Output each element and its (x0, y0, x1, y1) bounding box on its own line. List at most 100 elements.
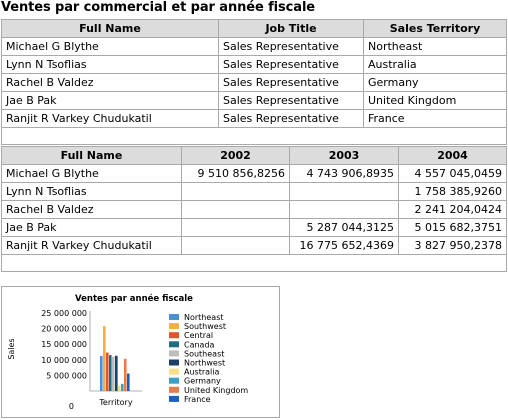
cell-2003: 16 775 652,4369 (289, 236, 399, 255)
table-footer-cell (1, 254, 507, 272)
chart-title: Ventes par année fiscale (75, 293, 193, 304)
cell-full-name: Michael G Blythe (1, 164, 182, 183)
legend-label: Central (184, 331, 213, 340)
table-row: Michael G Blythe 9 510 856,8256 4 743 90… (1, 164, 507, 183)
legend-label: United Kingdom (184, 386, 248, 395)
cell-full-name: Jae B Pak (1, 218, 182, 237)
cell-2004: 2 241 204,0424 (398, 200, 507, 219)
cell-job-title: Sales Representative (218, 55, 364, 74)
cell-2002 (181, 200, 290, 219)
table-row: Rachel B Valdez 2 241 204,0424 (1, 200, 507, 219)
cell-2004: 1 758 385,9260 (398, 182, 507, 201)
column-header-full-name: Full Name (1, 146, 182, 165)
column-header-2002: 2002 (181, 146, 290, 165)
legend-label: Northeast (184, 313, 224, 322)
cell-sales-territory: Germany (363, 73, 507, 92)
legend-label: Southwest (184, 322, 226, 331)
cell-sales-territory: Northeast (363, 37, 507, 56)
cell-job-title: Sales Representative (218, 73, 364, 92)
chart-tick-label: 0 (69, 402, 74, 411)
table-header-row: Full Name Job Title Sales Territory (1, 19, 507, 38)
cell-sales-territory: United Kingdom (363, 91, 507, 110)
table-footer-row (1, 127, 507, 145)
cell-full-name: Ranjit R Varkey Chudukatil (1, 109, 219, 128)
chart-bar (100, 356, 103, 391)
table-row: Jae B Pak Sales Representative United Ki… (1, 91, 507, 110)
chart-tick-label: 25 000 000 (41, 309, 87, 318)
table-footer-cell (1, 127, 507, 145)
cell-job-title: Sales Representative (218, 91, 364, 110)
legend-swatch (169, 314, 179, 320)
cell-2002 (181, 182, 290, 201)
cell-2003: 4 743 906,8935 (289, 164, 399, 183)
chart-y-axis: 0 5 000 000 10 000 000 15 000 000 20 000 000… (41, 309, 142, 411)
cell-full-name: Jae B Pak (1, 91, 219, 110)
column-header-2003: 2003 (289, 146, 399, 165)
legend-label: Germany (184, 377, 221, 386)
table-row: Ranjit R Varkey Chudukatil 16 775 652,43… (1, 236, 507, 255)
cell-2003 (289, 200, 399, 219)
legend-label: Canada (184, 340, 215, 349)
table-row: Rachel B Valdez Sales Representative Ger… (1, 73, 507, 92)
chart-x-axis-label: Territory (98, 398, 132, 407)
chart-bars (100, 326, 130, 391)
cell-sales-territory: France (363, 109, 507, 128)
column-header-sales-territory: Sales Territory (363, 19, 507, 38)
legend-swatch (169, 341, 179, 348)
cell-full-name: Rachel B Valdez (1, 200, 182, 219)
cell-2002: 9 510 856,8256 (181, 164, 290, 183)
chart-legend: NortheastSouthwestCentralCanadaSoutheast… (169, 313, 248, 404)
cell-2002 (181, 236, 290, 255)
cell-full-name: Lynn N Tsoflias (1, 182, 182, 201)
table-row: Jae B Pak 5 287 044,3125 5 015 682,3751 (1, 218, 507, 237)
cell-2003: 5 287 044,3125 (289, 218, 399, 237)
table-row: Michael G Blythe Sales Representative No… (1, 37, 507, 56)
chart-bar (112, 356, 115, 391)
chart-bar (127, 373, 130, 391)
chart-y-axis-label: Sales (7, 338, 16, 359)
cell-2002 (181, 218, 290, 237)
legend-swatch (169, 368, 179, 375)
chart-bar (103, 326, 106, 391)
cell-2004: 3 827 950,2378 (398, 236, 507, 255)
chart-bar (121, 383, 124, 391)
legend-swatch (169, 350, 179, 357)
column-header-full-name: Full Name (1, 19, 219, 38)
column-header-2004: 2004 (398, 146, 507, 165)
cell-sales-territory: Australia (363, 55, 507, 74)
sales-by-year-table: Full Name 2002 2003 2004 Michael G Blyth… (1, 146, 507, 272)
legend-label: Australia (184, 368, 219, 377)
chart-tick-label: 15 000 000 (41, 340, 87, 349)
cell-full-name: Rachel B Valdez (1, 73, 219, 92)
table-row: Lynn N Tsoflias Sales Representative Aus… (1, 55, 507, 74)
table-row: Lynn N Tsoflias 1 758 385,9260 (1, 182, 507, 201)
cell-full-name: Lynn N Tsoflias (1, 55, 219, 74)
table-row: Ranjit R Varkey Chudukatil Sales Represe… (1, 109, 507, 128)
chart-tick-label: 10 000 000 (41, 356, 87, 365)
column-header-job-title: Job Title (218, 19, 364, 38)
chart-bar (109, 355, 112, 391)
legend-label: Southeast (184, 349, 224, 358)
table-footer-row (1, 254, 507, 272)
chart-bar (115, 355, 118, 391)
cell-job-title: Sales Representative (218, 37, 364, 56)
chart-tick-label: 20 000 000 (41, 325, 87, 334)
cell-full-name: Michael G Blythe (1, 37, 219, 56)
sales-chart: Ventes par année fiscale Sales Territory… (1, 286, 280, 418)
cell-2004: 5 015 682,3751 (398, 218, 507, 237)
page-title: Ventes par commercial et par année fisca… (1, 0, 316, 15)
chart-tick-label: 5 000 000 (46, 371, 87, 380)
legend-swatch (169, 323, 179, 330)
sales-rep-table: Full Name Job Title Sales Territory Mich… (1, 19, 507, 145)
legend-swatch (169, 359, 179, 366)
legend-swatch (169, 377, 179, 384)
chart-bar (106, 352, 109, 391)
chart-svg: Ventes par année fiscale Sales Territory… (7, 293, 248, 411)
legend-swatch (169, 386, 179, 393)
cell-2004: 4 557 045,0459 (398, 164, 507, 183)
cell-job-title: Sales Representative (218, 109, 364, 128)
legend-label: France (184, 395, 211, 404)
chart-bar (118, 385, 121, 391)
legend-swatch (169, 395, 179, 402)
cell-2003 (289, 182, 399, 201)
